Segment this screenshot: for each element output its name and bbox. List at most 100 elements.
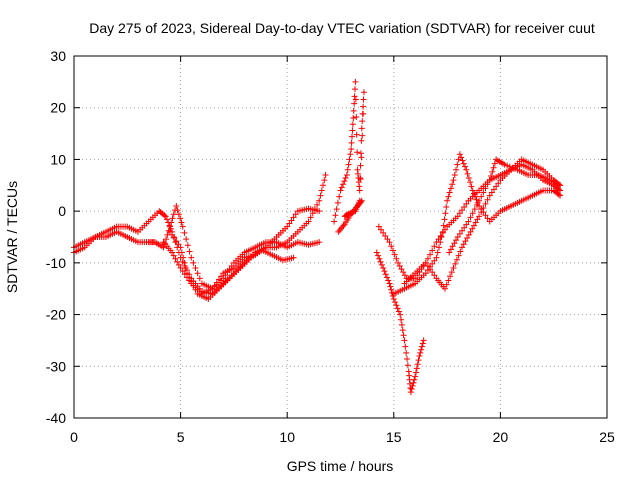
- data-point: [169, 249, 176, 256]
- data-point: [400, 269, 407, 276]
- data-point: [375, 252, 382, 259]
- data-point: [412, 275, 419, 282]
- data-point: [450, 265, 457, 272]
- data-point: [480, 189, 487, 196]
- y-tick-label: -10: [46, 255, 66, 271]
- data-point: [401, 272, 408, 279]
- data-point: [401, 337, 408, 344]
- data-point: [179, 223, 186, 230]
- data-point: [413, 365, 420, 372]
- data-point: [181, 271, 188, 278]
- data-point: [358, 154, 365, 161]
- data-point: [431, 272, 438, 279]
- y-tick-label: 0: [58, 203, 66, 219]
- data-point: [449, 181, 456, 188]
- data-point: [418, 346, 425, 353]
- data-point: [358, 137, 365, 144]
- data-point: [378, 226, 385, 233]
- data-point: [424, 262, 431, 269]
- data-point: [358, 125, 365, 132]
- data-point: [386, 280, 393, 287]
- data-point: [348, 139, 355, 146]
- data-point: [470, 190, 477, 197]
- data-point: [464, 235, 471, 242]
- data-point: [486, 177, 493, 184]
- data-point: [511, 165, 518, 172]
- data-point: [555, 191, 562, 198]
- data-point: [320, 182, 327, 189]
- data-point: [463, 200, 470, 207]
- data-point: [179, 268, 186, 275]
- data-point: [458, 154, 465, 161]
- data-point: [446, 249, 453, 256]
- data-point: [386, 239, 393, 246]
- data-point: [390, 296, 397, 303]
- data-point: [331, 218, 338, 225]
- data-point: [444, 197, 451, 204]
- data-point: [491, 186, 498, 193]
- data-point: [346, 156, 353, 163]
- data-point: [377, 258, 384, 265]
- data-point: [463, 221, 470, 228]
- data-point: [381, 268, 388, 275]
- data-point: [447, 185, 454, 192]
- data-point: [431, 243, 438, 250]
- x-tick-label: 20: [493, 429, 509, 445]
- data-point: [431, 257, 438, 264]
- data-point: [427, 266, 434, 273]
- data-point: [501, 161, 508, 168]
- data-point: [359, 118, 366, 125]
- data-point: [382, 232, 389, 239]
- data-point: [459, 157, 466, 164]
- data-point: [429, 269, 436, 276]
- data-point: [209, 285, 216, 292]
- data-point: [467, 179, 474, 186]
- data-point: [404, 362, 411, 369]
- data-point: [360, 110, 367, 117]
- data-point: [467, 214, 474, 221]
- data-point: [482, 212, 489, 219]
- data-point: [493, 183, 500, 190]
- data-point: [171, 235, 178, 242]
- data-point: [445, 193, 452, 200]
- data-point: [194, 270, 201, 277]
- data-point: [314, 201, 321, 208]
- data-point: [445, 277, 452, 284]
- data-point: [398, 266, 405, 273]
- data-point: [174, 207, 181, 214]
- data-point: [378, 261, 385, 268]
- data-point: [447, 273, 454, 280]
- data-point: [451, 171, 458, 178]
- data-point: [172, 255, 179, 262]
- data-point: [402, 343, 409, 350]
- data-point: [471, 206, 478, 213]
- data-point: [165, 227, 172, 234]
- data-point: [393, 302, 400, 309]
- y-tick-label: -20: [46, 307, 66, 323]
- data-point: [465, 175, 472, 182]
- data-point: [181, 229, 188, 236]
- data-point: [341, 213, 348, 220]
- data-point: [174, 258, 181, 265]
- data-point: [357, 198, 364, 205]
- data-point: [454, 234, 461, 240]
- data-point: [460, 241, 467, 248]
- series-track-2: [71, 202, 323, 292]
- data-point: [484, 215, 491, 222]
- data-point: [349, 127, 356, 134]
- data-point: [482, 185, 489, 192]
- data-point: [169, 215, 176, 222]
- data-point: [427, 251, 434, 258]
- data-point: [218, 273, 225, 280]
- data-point: [437, 239, 444, 246]
- data-point: [473, 201, 480, 208]
- data-point: [468, 183, 475, 190]
- x-tick-label: 10: [279, 429, 295, 445]
- data-point: [465, 218, 472, 225]
- data-point: [360, 89, 367, 96]
- data-point: [441, 285, 448, 292]
- data-point: [509, 164, 516, 171]
- data-point: [385, 277, 392, 284]
